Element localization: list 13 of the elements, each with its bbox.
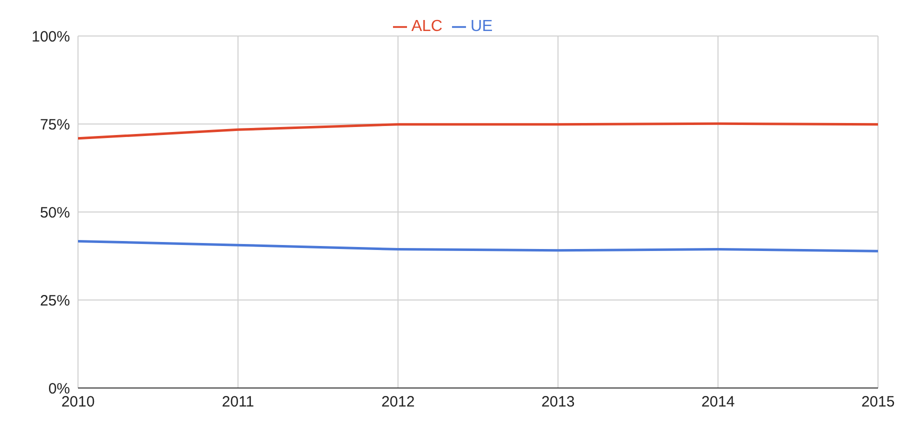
y-tick-label: 75% [40,116,70,134]
x-tick-label: 2014 [701,394,735,411]
line-series [78,240,878,252]
x-tick-label: 2013 [541,394,575,411]
y-tick-label: 100% [32,28,70,46]
y-tick-label: 50% [40,204,70,222]
legend-label: UE [470,18,493,35]
legend-label: ALC [411,18,442,35]
x-tick-label: 2012 [381,394,415,411]
x-tick-label: 2011 [222,394,254,411]
x-tick-label: 2015 [861,394,895,411]
y-tick-label: 25% [40,292,70,310]
line-series [78,122,878,140]
